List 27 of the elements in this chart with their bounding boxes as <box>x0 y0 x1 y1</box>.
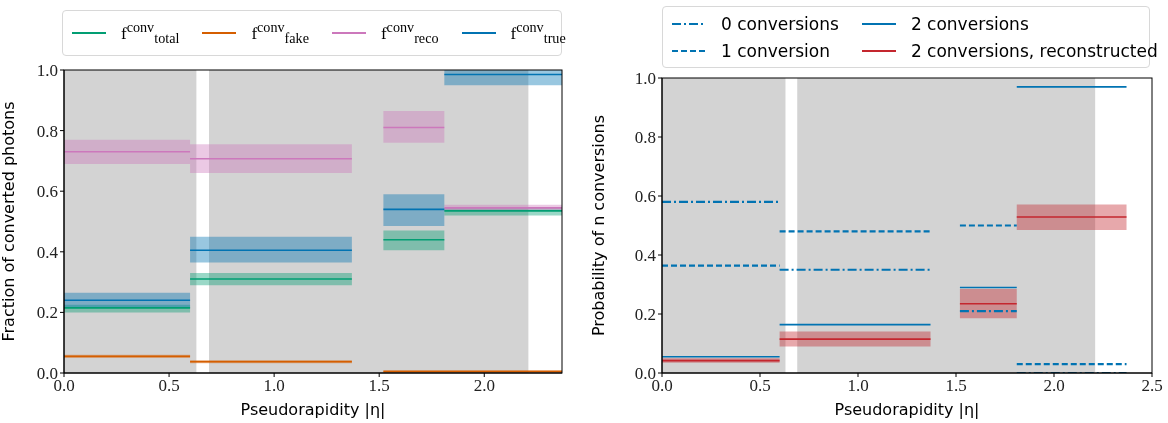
legend-label: 1 conversion <box>721 40 831 61</box>
y-tick-label: 0.4 <box>36 242 59 262</box>
x-tick-label: 2.0 <box>473 376 495 396</box>
x-tick-label: 2.0 <box>1043 376 1065 396</box>
x-tick-label: 0.5 <box>158 376 180 396</box>
x-axis-title: Pseudorapidity |η| <box>240 400 386 419</box>
legend-label: 2 conversions, reconstructed <box>910 40 1158 61</box>
y-tick-label: 0.6 <box>634 187 656 207</box>
y-tick-label: 0.8 <box>36 121 58 141</box>
x-tick-label: 0.5 <box>749 376 771 396</box>
y-tick-label: 0.2 <box>36 303 58 323</box>
x-tick-label: 2.5 <box>1141 376 1163 396</box>
y-tick-label: 1.0 <box>36 61 58 81</box>
legend-label: 0 conversions <box>721 13 839 34</box>
x-tick-label: 1.0 <box>847 376 869 396</box>
y-tick-label: 0.6 <box>36 182 58 202</box>
y-tick-label: 0.2 <box>634 305 656 325</box>
y-axis-title: Probability of n conversions <box>588 114 608 337</box>
legend-label: 2 conversions <box>910 13 1029 34</box>
y-tick-label: 0.8 <box>634 128 656 148</box>
y-axis-title: Fraction of converted photons <box>0 101 18 342</box>
y-tick-label: 0.4 <box>634 246 657 266</box>
x-tick-label: 1.5 <box>945 376 967 396</box>
y-tick-label: 1.0 <box>634 69 656 89</box>
x-tick-label: 1.5 <box>368 376 390 396</box>
x-axis-title: Pseudorapidity |η| <box>834 400 980 419</box>
x-tick-label: 1.0 <box>263 376 285 396</box>
